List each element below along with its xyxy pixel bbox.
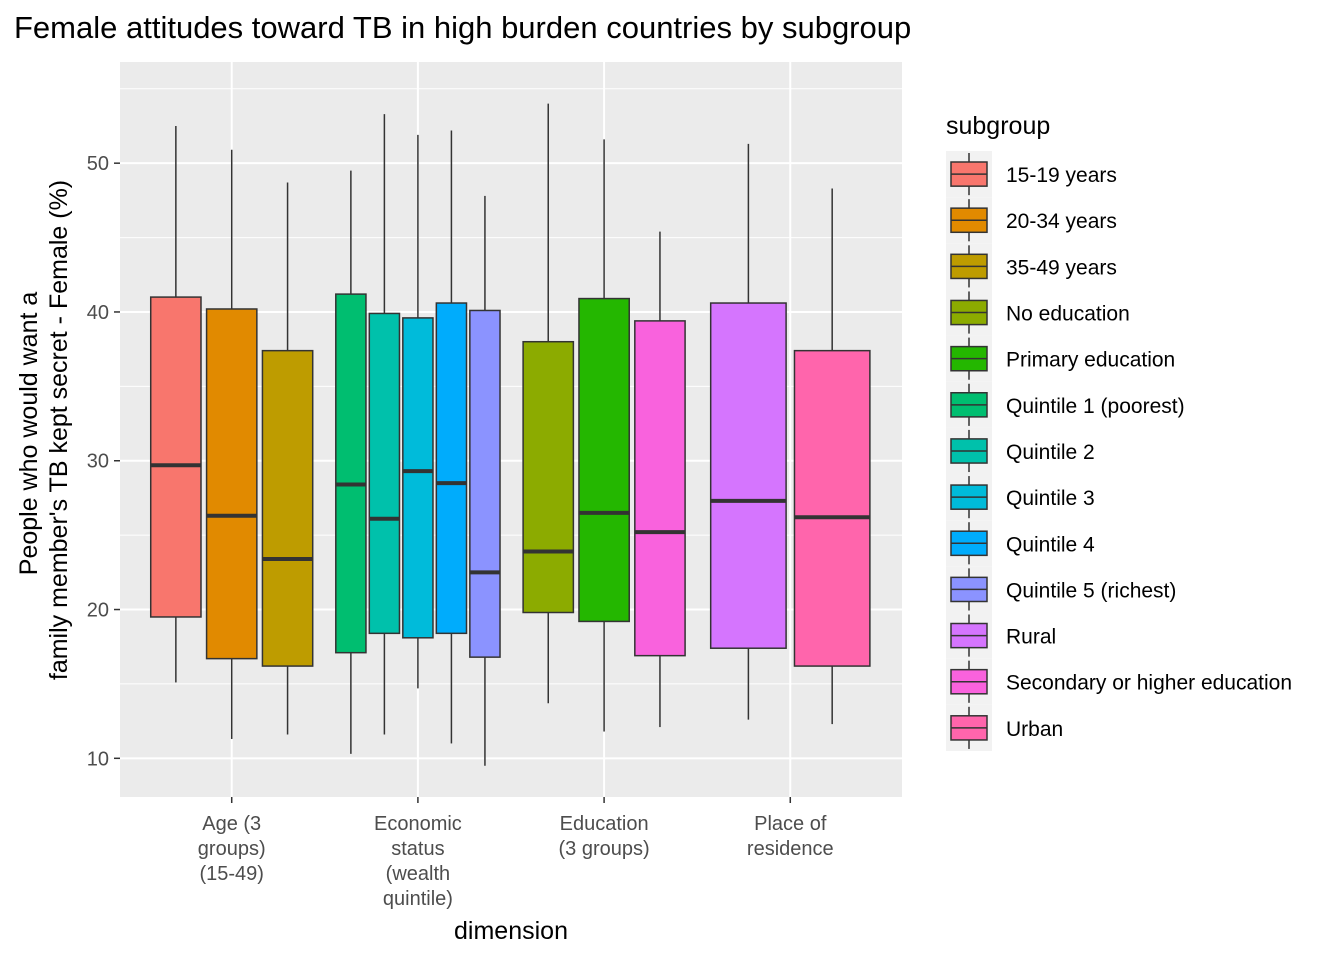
x-axis-title: dimension	[454, 917, 568, 945]
x-tick-label: Place of residence	[747, 813, 834, 860]
box	[368, 312, 401, 635]
x-tick-label-line: Education	[560, 813, 649, 835]
legend-item: Rural	[946, 612, 1056, 659]
box	[634, 320, 686, 657]
legend-item: Quintile 2	[946, 427, 1095, 475]
legend-item: 35-49 years	[946, 243, 1117, 290]
box-group	[709, 143, 787, 720]
box	[435, 302, 468, 635]
box-group	[634, 231, 686, 728]
x-tick-label-line: (3 groups)	[559, 838, 650, 860]
box-group	[435, 130, 468, 744]
box-group	[402, 134, 434, 689]
legend-item: 20-34 years	[946, 197, 1117, 244]
legend-item: No education	[946, 289, 1130, 336]
legend: subgroup 15-19 years 20-34 years 35-49 yea…	[946, 112, 1292, 751]
box	[261, 349, 314, 667]
x-tick-label: Age (3 groups) (15-49)	[198, 813, 266, 885]
legend-label: Quintile 5 (richest)	[1006, 579, 1176, 602]
y-axis-title-line: People who would want a	[15, 292, 43, 576]
y-axis: 10 20 30 40 50	[87, 153, 120, 770]
x-tick-label: Economic status (wealth quintile)	[374, 813, 462, 910]
box-group	[469, 195, 501, 766]
box-group	[522, 103, 575, 704]
legend-label: 20-34 years	[1006, 210, 1117, 233]
box	[469, 309, 501, 658]
legend-item: Primary education	[946, 335, 1175, 382]
box	[709, 302, 787, 649]
y-tick-label: 10	[87, 748, 109, 770]
x-tick-label-line: Place of	[754, 813, 827, 835]
x-tick-label-line: Age (3	[202, 813, 261, 835]
box	[793, 349, 871, 667]
legend-label: Quintile 3	[1006, 487, 1095, 510]
box-group	[335, 170, 367, 754]
x-tick-label: Education (3 groups)	[559, 813, 650, 860]
y-tick-label: 50	[87, 153, 109, 175]
boxes	[149, 103, 871, 766]
legend-label: Quintile 2	[1006, 441, 1095, 464]
box	[205, 308, 258, 660]
x-tick-label-line: quintile)	[383, 888, 453, 910]
legend-label: Quintile 1 (poorest)	[1006, 395, 1185, 418]
box	[402, 317, 434, 639]
chart-title: Female attitudes toward TB in high burde…	[14, 10, 912, 45]
x-tick-label-line: status	[391, 838, 444, 860]
legend-item: Quintile 1 (poorest)	[946, 381, 1185, 428]
y-tick-label: 40	[87, 302, 109, 324]
y-tick-label: 30	[87, 451, 109, 473]
x-axis: Age (3 groups) (15-49) Economic status (wealt…	[198, 797, 834, 910]
box-group	[149, 125, 202, 683]
box-group	[793, 188, 871, 725]
legend-label: Primary education	[1006, 349, 1175, 372]
legend-item: 15-19 years	[946, 151, 1117, 198]
legend-label: 35-49 years	[1006, 256, 1117, 279]
box-group	[205, 149, 258, 739]
box	[522, 340, 575, 614]
box-group	[578, 139, 630, 732]
box	[578, 297, 630, 623]
legend-item: Quintile 3	[946, 474, 1095, 521]
legend-title: subgroup	[946, 112, 1050, 140]
legend-label: No education	[1006, 303, 1130, 326]
box-group	[261, 182, 314, 735]
legend-item: Quintile 4	[946, 520, 1095, 567]
legend-label: Urban	[1006, 718, 1063, 741]
box	[149, 296, 202, 618]
x-tick-label-line: Economic	[374, 813, 462, 835]
legend-label: Secondary or higher education	[1006, 672, 1292, 695]
legend-item: Quintile 5 (richest)	[946, 566, 1176, 613]
y-axis-title-line: family member's TB kept secret - Female …	[45, 180, 73, 680]
legend-item: Secondary or higher education	[946, 658, 1292, 705]
legend-label: Quintile 4	[1006, 533, 1095, 556]
x-tick-label-line: (wealth	[386, 863, 450, 885]
box	[335, 293, 367, 654]
y-axis-title: People who would want a family member's …	[15, 180, 73, 680]
y-tick-label: 20	[87, 600, 109, 622]
legend-label: Rural	[1006, 626, 1056, 649]
x-tick-label-line: (15-49)	[199, 863, 263, 885]
x-tick-label-line: residence	[747, 838, 834, 860]
legend-label: 15-19 years	[1006, 164, 1117, 187]
legend-item: Urban	[946, 704, 1063, 751]
x-tick-label-line: groups)	[198, 838, 266, 860]
box-group	[368, 114, 401, 735]
